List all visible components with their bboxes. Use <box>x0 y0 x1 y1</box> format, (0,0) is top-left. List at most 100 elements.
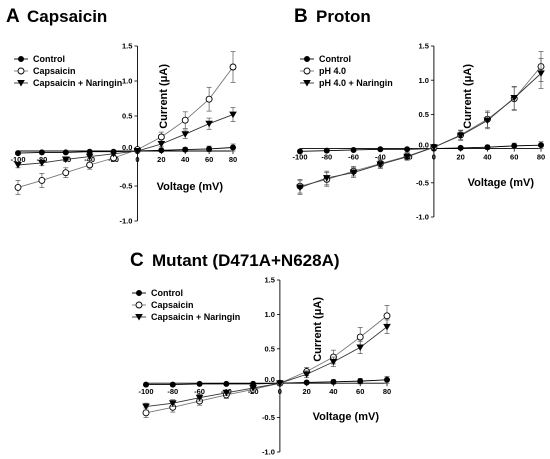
data-point <box>303 379 310 386</box>
series-line <box>17 66 234 188</box>
data-point <box>510 95 519 102</box>
y-tick-label: 1.5 <box>264 276 274 285</box>
x-tick-label: -60 <box>194 387 205 396</box>
y-tick-label: 1.0 <box>122 77 132 86</box>
panel-c: C Mutant (D471A+N628A) -100-80-60-40-200… <box>130 250 391 457</box>
series-line <box>146 379 388 386</box>
x-tick-label: -100 <box>292 153 307 162</box>
x-axis-label: Voltage (mV) <box>157 181 224 193</box>
data-point <box>14 183 22 191</box>
y-tick-label: -0.5 <box>416 178 429 187</box>
legend-marker <box>303 67 311 75</box>
data-point <box>86 148 93 155</box>
legend: Control Capsaicin Capsaicin + Naringin <box>14 54 122 88</box>
series-line <box>145 326 388 408</box>
y-tick-label: 1.5 <box>122 42 132 51</box>
x-tick-label: -80 <box>167 387 178 396</box>
data-point <box>205 120 213 128</box>
x-tick-label: -60 <box>348 153 359 162</box>
x-tick-label: 60 <box>356 387 364 396</box>
series-capsaicin-naringin <box>14 107 237 169</box>
x-tick-label: 40 <box>181 155 189 164</box>
data-point <box>62 169 70 177</box>
x-tick-label: 20 <box>456 153 464 162</box>
data-point <box>430 144 438 151</box>
data-point <box>537 70 545 77</box>
panel-a-title: Capsaicin <box>27 7 107 26</box>
x-tick-label: -100 <box>10 155 25 164</box>
data-point <box>14 150 21 157</box>
series-line <box>17 114 234 166</box>
data-point <box>14 162 22 169</box>
x-tick-label: -100 <box>138 387 153 396</box>
data-point <box>61 156 70 163</box>
x-tick-label: 40 <box>483 153 491 162</box>
data-point <box>205 95 213 103</box>
legend: Control Capsaicin Capsaicin + Naringin <box>132 288 240 322</box>
y-tick-label: -0.5 <box>120 182 133 191</box>
legend: Control pH 4.0 pH 4.0 + Naringin <box>300 54 393 88</box>
panel-b-letter: B <box>294 6 308 27</box>
legend-marker <box>17 80 25 87</box>
data-point <box>356 333 364 341</box>
data-point <box>356 344 365 351</box>
data-point <box>383 376 390 383</box>
data-point <box>511 142 518 149</box>
x-tick-label: 40 <box>329 387 337 396</box>
data-point <box>349 169 358 177</box>
legend-label: Control <box>151 288 183 298</box>
data-point <box>168 400 177 407</box>
x-tick-label: -40 <box>375 153 386 162</box>
data-point <box>181 116 189 124</box>
data-point <box>350 146 357 153</box>
panel-a-letter: A <box>6 6 20 27</box>
y-tick-label: 0.5 <box>122 112 132 121</box>
y-axis-label: Current (μA) <box>158 64 170 129</box>
y-tick-label: 1.0 <box>418 76 428 85</box>
data-point <box>330 378 337 385</box>
legend-marker <box>17 56 24 63</box>
x-tick-label: 80 <box>383 387 391 396</box>
series-capsaicin <box>14 51 237 195</box>
x-tick-label: 80 <box>537 153 545 162</box>
legend-marker <box>303 56 310 63</box>
x-tick-label: 0 <box>135 155 139 164</box>
data-point <box>62 149 69 156</box>
y-tick-label: -1.0 <box>262 448 275 457</box>
panel-c-title: Mutant (D471A+N628A) <box>152 251 340 270</box>
y-tick-label: -1.0 <box>416 213 429 222</box>
x-axis-label: Voltage (mV) <box>468 177 535 189</box>
x-tick-label: 80 <box>229 155 237 164</box>
panel-b: B Proton -100-80-60-40-20020406080-1.0-0… <box>292 6 545 222</box>
data-point <box>383 323 391 331</box>
data-point <box>133 148 142 155</box>
legend-marker <box>17 67 25 75</box>
y-tick-label: 0.0 <box>264 375 274 384</box>
data-point <box>158 147 165 154</box>
data-point <box>456 132 465 140</box>
data-point <box>538 142 545 149</box>
legend-label: Capsaicin <box>33 66 76 76</box>
y-tick-label: 0.5 <box>418 110 428 119</box>
series-capsaicin-naringin <box>142 319 391 411</box>
data-point <box>85 153 94 161</box>
data-point <box>323 147 330 154</box>
y-tick-label: 0.0 <box>418 141 428 150</box>
data-point <box>296 184 304 192</box>
legend-label: pH 4.0 <box>319 66 346 76</box>
data-point <box>329 358 338 366</box>
data-point <box>38 159 46 167</box>
legend-label: Control <box>319 54 351 64</box>
data-point <box>383 312 391 320</box>
legend-label: Capsaicin <box>151 300 194 310</box>
data-point <box>182 146 189 153</box>
data-point <box>181 131 190 138</box>
panel-a: A Capsaicin -100-80-60-40-20020406080-1.… <box>6 6 237 226</box>
data-point <box>377 146 384 153</box>
legend-marker <box>135 314 143 321</box>
data-point <box>222 389 231 397</box>
series-line <box>17 147 234 154</box>
y-tick-label: 1.5 <box>418 42 428 51</box>
data-point <box>169 381 176 388</box>
